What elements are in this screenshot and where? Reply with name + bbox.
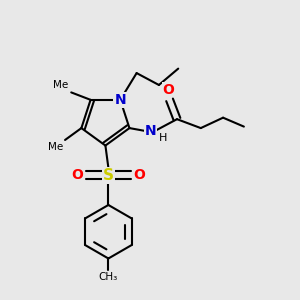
Text: O: O — [162, 83, 174, 97]
Text: CH₃: CH₃ — [99, 272, 118, 282]
Text: Me: Me — [48, 142, 64, 152]
Text: O: O — [71, 168, 83, 182]
Text: N: N — [144, 124, 156, 138]
Text: O: O — [134, 168, 146, 182]
Text: H: H — [159, 133, 167, 142]
Text: S: S — [103, 168, 114, 183]
Text: Me: Me — [53, 80, 68, 90]
Text: N: N — [115, 93, 126, 107]
